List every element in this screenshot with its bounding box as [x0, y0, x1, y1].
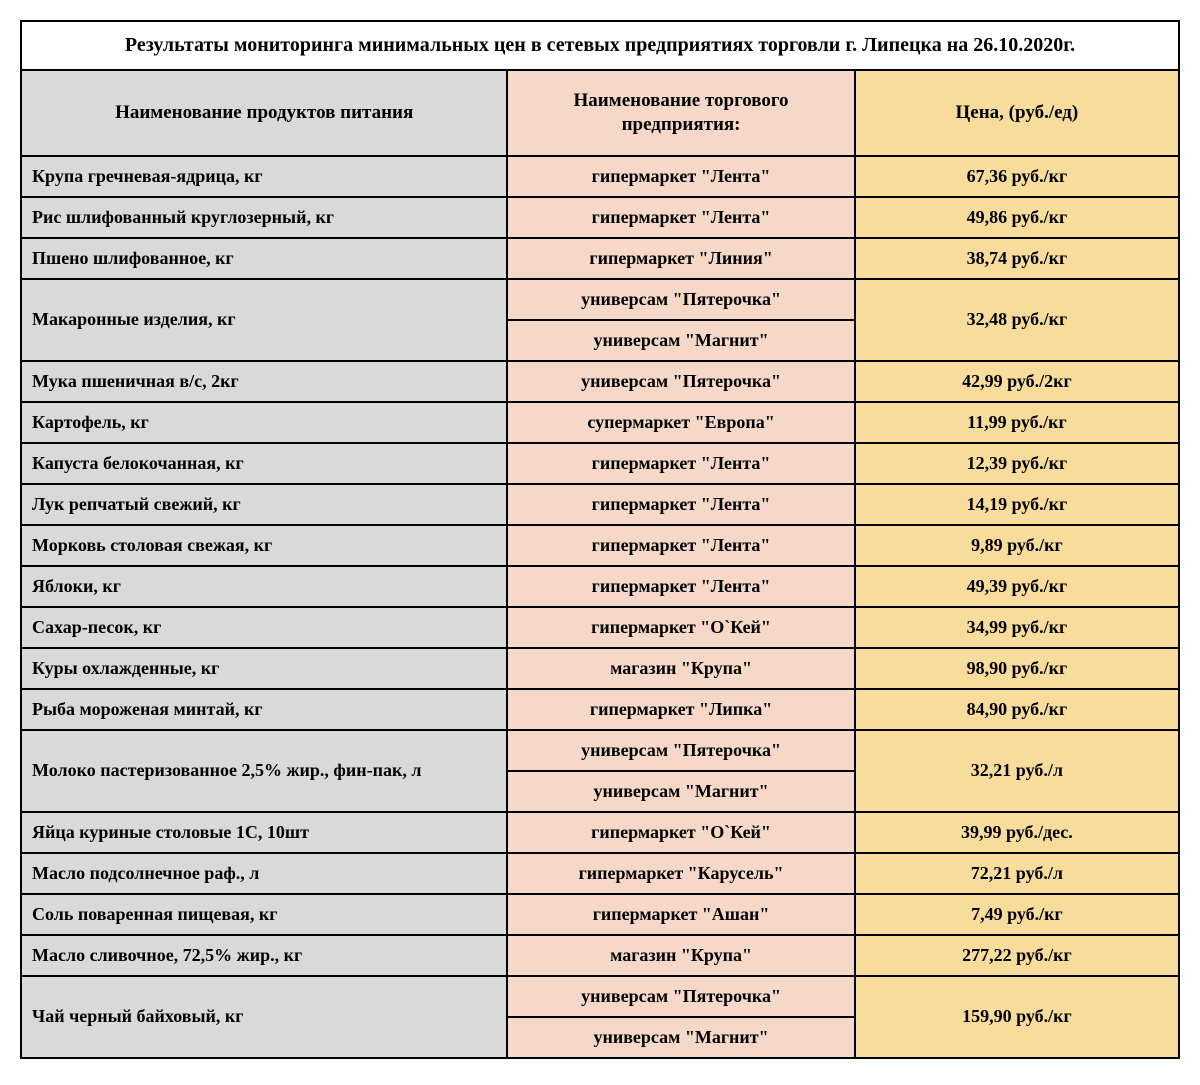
- cell-price: 38,74 руб./кг: [855, 238, 1179, 279]
- cell-store: гипермаркет "Лента": [507, 156, 854, 197]
- cell-price: 39,99 руб./дес.: [855, 812, 1179, 853]
- cell-store: универсам "Магнит": [507, 1017, 854, 1058]
- col-header-price: Цена, (руб./ед): [855, 70, 1179, 156]
- cell-product: Картофель, кг: [21, 402, 507, 443]
- table-row: Пшено шлифованное, кггипермаркет "Линия"…: [21, 238, 1179, 279]
- cell-price: 67,36 руб./кг: [855, 156, 1179, 197]
- table-row: Куры охлажденные, кгмагазин "Крупа"98,90…: [21, 648, 1179, 689]
- table-row: Яблоки, кггипермаркет "Лента"49,39 руб./…: [21, 566, 1179, 607]
- cell-price: 12,39 руб./кг: [855, 443, 1179, 484]
- cell-price: 49,39 руб./кг: [855, 566, 1179, 607]
- cell-product: Масло подсолнечное раф., л: [21, 853, 507, 894]
- cell-product: Куры охлажденные, кг: [21, 648, 507, 689]
- cell-price: 84,90 руб./кг: [855, 689, 1179, 730]
- table: Результаты мониторинга минимальных цен в…: [20, 20, 1180, 1059]
- cell-product: Рыба мороженая минтай, кг: [21, 689, 507, 730]
- table-row: Молоко пастеризованное 2,5% жир., фин-па…: [21, 730, 1179, 771]
- cell-price: 72,21 руб./л: [855, 853, 1179, 894]
- cell-price: 14,19 руб./кг: [855, 484, 1179, 525]
- cell-product: Сахар-песок, кг: [21, 607, 507, 648]
- cell-store: универсам "Пятерочка": [507, 279, 854, 320]
- cell-store: гипермаркет "Лента": [507, 484, 854, 525]
- cell-product: Макаронные изделия, кг: [21, 279, 507, 361]
- table-row: Рис шлифованный круглозерный, кггипермар…: [21, 197, 1179, 238]
- cell-product: Молоко пастеризованное 2,5% жир., фин-па…: [21, 730, 507, 812]
- cell-store: супермаркет "Европа": [507, 402, 854, 443]
- cell-price: 11,99 руб./кг: [855, 402, 1179, 443]
- col-header-store: Наименование торгового предприятия:: [507, 70, 854, 156]
- table-row: Морковь столовая свежая, кггипермаркет "…: [21, 525, 1179, 566]
- cell-store: универсам "Пятерочка": [507, 361, 854, 402]
- table-row: Масло подсолнечное раф., лгипермаркет "К…: [21, 853, 1179, 894]
- table-row: Соль поваренная пищевая, кггипермаркет "…: [21, 894, 1179, 935]
- cell-product: Яйца куриные столовые 1С, 10шт: [21, 812, 507, 853]
- cell-product: Морковь столовая свежая, кг: [21, 525, 507, 566]
- cell-price: 34,99 руб./кг: [855, 607, 1179, 648]
- table-row: Картофель, кгсупермаркет "Европа"11,99 р…: [21, 402, 1179, 443]
- cell-store: гипермаркет "Лента": [507, 443, 854, 484]
- cell-store: гипермаркет "Лента": [507, 566, 854, 607]
- title-row: Результаты мониторинга минимальных цен в…: [21, 21, 1179, 70]
- cell-price: 159,90 руб./кг: [855, 976, 1179, 1058]
- cell-price: 7,49 руб./кг: [855, 894, 1179, 935]
- table-row: Масло сливочное, 72,5% жир., кгмагазин "…: [21, 935, 1179, 976]
- cell-store: гипермаркет "О`Кей": [507, 607, 854, 648]
- table-row: Макаронные изделия, кгуниверсам "Пятероч…: [21, 279, 1179, 320]
- cell-product: Мука пшеничная в/с, 2кг: [21, 361, 507, 402]
- cell-product: Чай черный байховый, кг: [21, 976, 507, 1058]
- table-row: Рыба мороженая минтай, кггипермаркет "Ли…: [21, 689, 1179, 730]
- table-row: Лук репчатый свежий, кггипермаркет "Лент…: [21, 484, 1179, 525]
- price-monitoring-table: Результаты мониторинга минимальных цен в…: [20, 20, 1180, 1059]
- table-row: Капуста белокочанная, кггипермаркет "Лен…: [21, 443, 1179, 484]
- table-title: Результаты мониторинга минимальных цен в…: [21, 21, 1179, 70]
- cell-price: 42,99 руб./2кг: [855, 361, 1179, 402]
- table-row: Яйца куриные столовые 1С, 10штгипермарке…: [21, 812, 1179, 853]
- header-row: Наименование продуктов питания Наименова…: [21, 70, 1179, 156]
- cell-store: универсам "Пятерочка": [507, 730, 854, 771]
- cell-price: 49,86 руб./кг: [855, 197, 1179, 238]
- cell-store: гипермаркет "Линия": [507, 238, 854, 279]
- cell-product: Капуста белокочанная, кг: [21, 443, 507, 484]
- cell-price: 9,89 руб./кг: [855, 525, 1179, 566]
- cell-store: гипермаркет "Лента": [507, 525, 854, 566]
- table-row: Сахар-песок, кггипермаркет "О`Кей"34,99 …: [21, 607, 1179, 648]
- cell-price: 277,22 руб./кг: [855, 935, 1179, 976]
- cell-product: Рис шлифованный круглозерный, кг: [21, 197, 507, 238]
- table-body: Крупа гречневая-ядрица, кггипермаркет "Л…: [21, 156, 1179, 1058]
- cell-price: 32,21 руб./л: [855, 730, 1179, 812]
- cell-product: Крупа гречневая-ядрица, кг: [21, 156, 507, 197]
- cell-store: гипермаркет "О`Кей": [507, 812, 854, 853]
- cell-store: гипермаркет "Липка": [507, 689, 854, 730]
- cell-store: магазин "Крупа": [507, 935, 854, 976]
- table-row: Чай черный байховый, кгуниверсам "Пятеро…: [21, 976, 1179, 1017]
- cell-product: Масло сливочное, 72,5% жир., кг: [21, 935, 507, 976]
- cell-store: гипермаркет "Лента": [507, 197, 854, 238]
- cell-product: Пшено шлифованное, кг: [21, 238, 507, 279]
- col-header-product: Наименование продуктов питания: [21, 70, 507, 156]
- cell-store: универсам "Магнит": [507, 320, 854, 361]
- cell-store: универсам "Пятерочка": [507, 976, 854, 1017]
- table-row: Мука пшеничная в/с, 2кгуниверсам "Пятеро…: [21, 361, 1179, 402]
- cell-product: Лук репчатый свежий, кг: [21, 484, 507, 525]
- cell-price: 32,48 руб./кг: [855, 279, 1179, 361]
- cell-product: Яблоки, кг: [21, 566, 507, 607]
- cell-product: Соль поваренная пищевая, кг: [21, 894, 507, 935]
- cell-store: гипермаркет "Карусель": [507, 853, 854, 894]
- cell-store: универсам "Магнит": [507, 771, 854, 812]
- cell-store: магазин "Крупа": [507, 648, 854, 689]
- cell-store: гипермаркет "Ашан": [507, 894, 854, 935]
- cell-price: 98,90 руб./кг: [855, 648, 1179, 689]
- table-row: Крупа гречневая-ядрица, кггипермаркет "Л…: [21, 156, 1179, 197]
